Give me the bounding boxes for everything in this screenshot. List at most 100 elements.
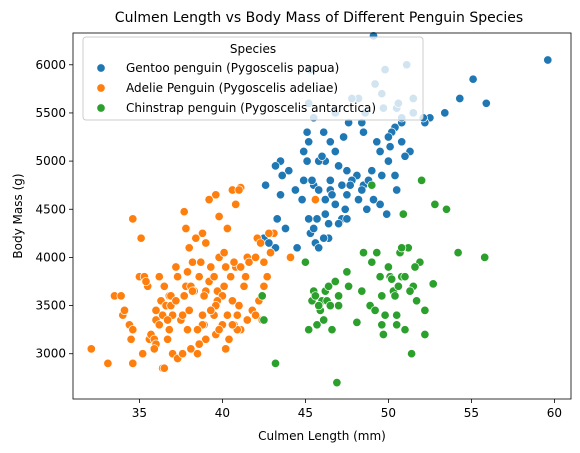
data-point-series-0-104 [358,127,369,137]
data-point-series-2-51 [357,286,367,296]
data-point-series-1-124 [192,325,203,335]
chart-title: Culmen Length vs Body Mass of Different … [115,10,523,26]
data-point-series-1-75 [211,190,221,200]
data-point-series-1-121 [234,301,244,311]
data-point-series-0-59 [317,151,327,161]
data-point-series-0-64 [362,204,372,214]
data-point-series-1-23 [163,334,173,344]
data-point-series-2-12 [324,281,334,291]
data-point-series-1-40 [197,310,208,320]
data-point-series-2-18 [344,281,354,291]
data-point-series-1-68 [259,257,269,267]
data-point-series-0-39 [299,175,309,185]
data-point-series-1-80 [214,211,224,222]
plot-frame [72,32,572,400]
data-point-series-1-18 [154,272,164,282]
data-point-series-2-1 [259,315,269,325]
data-point-series-1-89 [154,320,164,330]
data-point-series-2-52 [334,301,344,311]
data-point-series-1-82 [191,233,201,243]
data-point-series-0-68 [368,195,379,205]
data-point-series-0-73 [312,214,322,224]
data-point-series-1-116 [214,325,224,335]
data-point-series-1-1 [103,358,113,368]
data-point-series-2-2 [270,358,281,368]
data-point-series-1-73 [310,195,320,205]
data-point-series-1-44 [206,262,216,272]
chart-marks [86,31,553,388]
data-point-series-1-127 [222,223,232,234]
data-point-series-0-93 [390,170,400,181]
data-point-series-2-50 [400,325,410,335]
data-point-series-1-30 [178,310,188,320]
data-point-series-0-86 [297,195,307,205]
data-point-series-2-55 [377,291,387,301]
data-point-series-1-79 [231,199,241,209]
data-point-series-1-59 [239,281,249,291]
data-point-series-1-28 [173,272,183,282]
data-point-series-2-24 [372,248,382,258]
data-point-series-0-66 [375,199,385,209]
data-point-series-2-22 [367,257,377,267]
data-point-series-1-94 [192,349,203,359]
data-point-series-0-53 [385,142,395,152]
data-point-series-0-85 [314,243,324,253]
data-point-series-1-54 [227,296,237,306]
data-point-series-2-45 [398,209,408,219]
data-point-series-0-99 [325,175,335,185]
data-point-series-1-125 [187,286,198,296]
data-point-series-0-95 [383,132,393,142]
data-point-series-1-21 [159,281,169,291]
data-point-series-1-131 [241,272,251,282]
y-tick-label: 5000 [35,154,66,168]
y-tick-label: 6000 [35,58,66,72]
data-point-series-0-94 [400,151,410,161]
data-point-series-2-44 [480,252,490,262]
data-point-series-2-65 [405,286,415,296]
data-point-series-0-70 [340,204,350,214]
data-point-series-0-84 [319,233,329,243]
data-point-series-0-32 [284,166,294,176]
data-point-series-0-69 [353,195,364,205]
data-point-series-0-55 [372,137,382,147]
data-point-series-0-29 [304,137,314,147]
data-point-series-2-14 [330,276,340,287]
data-point-series-1-7 [128,358,138,368]
data-point-series-1-57 [232,310,242,320]
legend-marker [96,63,106,73]
data-point-series-2-6 [310,291,320,301]
data-point-series-0-50 [383,156,393,166]
data-point-series-1-72 [285,252,296,262]
data-point-series-1-0 [86,344,96,354]
data-point-series-0-80 [280,223,291,234]
data-point-series-1-51 [221,262,231,272]
data-point-series-1-81 [197,228,208,238]
data-point-series-2-15 [332,378,342,388]
data-point-series-0-42 [320,195,330,205]
data-point-series-1-33 [182,325,193,335]
data-point-series-0-87 [324,219,334,229]
data-point-series-1-67 [256,238,266,248]
y-axis-ticks: 3000 3500 4000 4500 5000 5500 6000 [35,58,73,361]
data-point-series-1-62 [244,257,254,267]
data-point-series-0-65 [382,209,392,219]
legend-label: Chinstrap penguin (Pygoscelis antarctica… [126,101,376,115]
data-point-series-0-83 [264,238,274,248]
data-point-series-2-63 [397,243,407,253]
data-point-series-2-35 [407,349,417,359]
data-point-series-0-63 [342,190,352,200]
data-point-series-2-41 [430,199,440,209]
data-point-series-1-36 [187,257,198,267]
data-point-series-1-106 [141,276,151,287]
data-point-series-1-103 [138,349,148,359]
legend-marker [96,83,106,93]
data-point-series-0-0 [543,55,553,65]
data-point-series-1-38 [194,272,204,282]
data-point-series-0-100 [377,170,387,181]
data-point-series-1-53 [226,272,236,282]
data-point-series-1-85 [184,243,194,253]
data-point-series-0-88 [334,219,344,229]
data-point-series-1-108 [163,315,173,325]
data-point-series-0-31 [299,146,309,157]
data-point-series-0-78 [309,223,319,234]
